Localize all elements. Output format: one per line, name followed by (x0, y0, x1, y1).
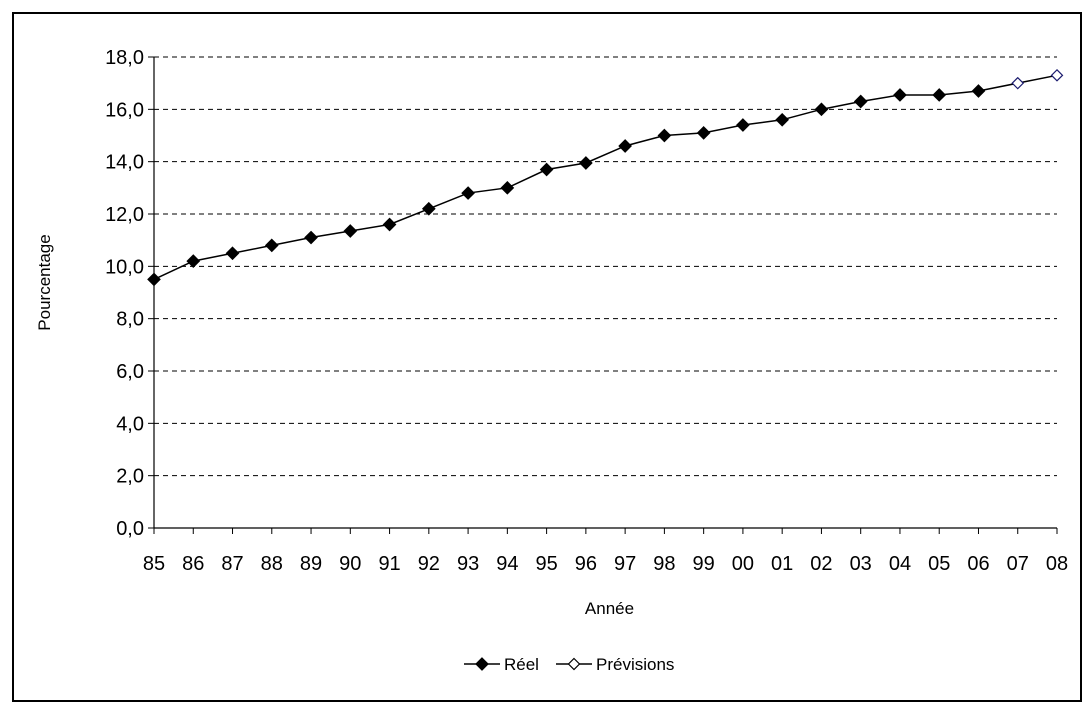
data-point-reel (343, 224, 358, 238)
x-tick-label: 86 (182, 553, 204, 575)
y-axis-title: Pourcentage (35, 234, 54, 330)
x-tick-label: 05 (928, 553, 950, 575)
x-tick-label: 87 (221, 553, 243, 575)
x-tick-label: 89 (300, 553, 322, 575)
y-tick-label: 14,0 (105, 152, 144, 174)
x-tick-label: 90 (339, 553, 361, 575)
tick-labels: 0,0 2,0 4,0 6,0 8,0 10,0 12,0 14,0 16,0 18,0 85 86 8… (105, 47, 1068, 575)
x-tick-label: 88 (261, 553, 283, 575)
data-point-reel (932, 88, 947, 102)
legend-label-previsions: Prévisions (596, 655, 674, 674)
series-lines (153, 74, 1058, 281)
x-tick-label: 91 (378, 553, 400, 575)
x-tick-label: 03 (850, 553, 872, 575)
x-tick-label: 00 (732, 553, 754, 575)
data-point-previsions (1011, 76, 1025, 90)
series-line-reel (153, 90, 979, 281)
data-point-reel (579, 156, 593, 170)
data-point-reel (186, 254, 201, 268)
y-tick-label: 4,0 (116, 413, 144, 435)
x-tick-label: 98 (653, 553, 675, 575)
x-tick-label: 01 (771, 553, 793, 575)
data-point-reel (775, 112, 790, 127)
y-tick-label: 16,0 (105, 99, 144, 121)
data-point-reel (853, 94, 868, 109)
series-markers (147, 68, 1064, 287)
x-tick-label: 94 (496, 553, 518, 575)
x-tick-label: 96 (575, 553, 597, 575)
x-tick-label: 95 (535, 553, 557, 575)
data-point-reel (225, 246, 240, 261)
x-tick-label: 07 (1007, 553, 1029, 575)
data-point-reel (304, 230, 318, 245)
data-point-reel (893, 88, 907, 102)
data-point-reel (382, 217, 397, 232)
data-point-reel (421, 201, 436, 216)
x-tick-label: 92 (418, 553, 440, 575)
legend-label-reel: Réel (504, 655, 539, 674)
x-tick-label: 04 (889, 553, 911, 575)
data-point-reel (971, 84, 986, 98)
y-tick-label: 0,0 (116, 518, 144, 540)
chart-frame: 0,0 2,0 4,0 6,0 8,0 10,0 12,0 14,0 16,0 18,0 85 86 8… (12, 12, 1082, 702)
legend-marker-previsions (567, 657, 581, 671)
gridlines (154, 56, 1057, 477)
x-tick-label: 85 (143, 553, 165, 575)
data-point-reel (500, 180, 515, 195)
data-point-reel (264, 238, 279, 253)
data-point-reel (461, 186, 475, 200)
legend: Réel Prévisions (464, 655, 674, 674)
y-tick-label: 2,0 (116, 466, 144, 488)
x-tick-label: 93 (457, 553, 479, 575)
data-point-reel (618, 139, 632, 153)
y-tick-label: 8,0 (116, 309, 144, 331)
x-tick-label: 99 (693, 553, 715, 575)
y-tick-label: 12,0 (105, 204, 144, 226)
y-tick-label: 6,0 (116, 361, 144, 383)
data-point-reel (147, 272, 161, 287)
data-point-reel (696, 126, 711, 140)
y-tick-label: 10,0 (105, 256, 144, 278)
axes (148, 56, 1058, 534)
x-tick-label: 97 (614, 553, 636, 575)
data-point-previsions (1050, 68, 1064, 82)
x-tick-label: 06 (967, 553, 989, 575)
data-point-reel (539, 162, 554, 177)
legend-marker-reel (475, 657, 489, 671)
line-chart: 0,0 2,0 4,0 6,0 8,0 10,0 12,0 14,0 16,0 18,0 85 86 8… (35, 47, 1068, 674)
data-point-reel (657, 128, 672, 143)
x-tick-label: 08 (1046, 553, 1068, 575)
data-point-reel (814, 102, 829, 117)
x-tick-label: 02 (810, 553, 832, 575)
y-tick-label: 18,0 (105, 47, 144, 69)
x-axis-title: Année (585, 599, 634, 618)
data-point-reel (736, 118, 750, 132)
